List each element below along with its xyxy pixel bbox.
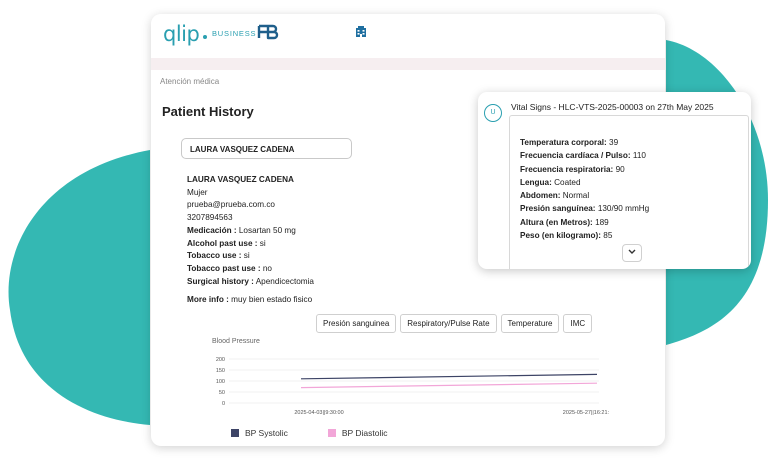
vital-value: 85 xyxy=(603,231,613,241)
logo-dot xyxy=(203,35,207,39)
top-bar: qlip BUSINESS xyxy=(151,14,665,58)
legend-label-systolic: BP Systolic xyxy=(245,428,288,438)
chart-tabs: Presión sanguinea Respiratory/Pulse Rate… xyxy=(316,314,593,333)
expand-button[interactable] xyxy=(622,244,642,262)
y-tick-label: 0 xyxy=(222,401,225,407)
patient-phone: 3207894563 xyxy=(187,213,233,223)
y-tick-label: 200 xyxy=(216,357,225,363)
vital-row: Lengua: Coated xyxy=(520,176,649,189)
legend-item-systolic[interactable]: BP Systolic xyxy=(231,428,288,438)
vital-row: Altura (en Metros): 189 xyxy=(520,216,649,229)
y-tick-label: 100 xyxy=(216,379,225,385)
patient-email: prueba@prueba.com.co xyxy=(187,200,275,210)
vital-label: Peso (en kilogramo): xyxy=(520,231,601,241)
popup-title: Vital Signs - HLC-VTS-2025-00003 on 27th… xyxy=(511,102,714,112)
patient-gender: Mujer xyxy=(187,187,208,197)
patient-info: LAURA VASQUEZ CADENA Mujer prueba@prueba… xyxy=(187,174,314,288)
chevron-down-icon xyxy=(628,249,636,254)
chart-title: Blood Pressure xyxy=(212,338,260,345)
vital-value: 130/90 mmHg xyxy=(597,204,650,214)
building-icon[interactable] xyxy=(355,26,367,38)
header-divider xyxy=(151,58,665,70)
avatar: U xyxy=(484,104,502,122)
business-label: BUSINESS xyxy=(212,29,257,38)
x-tick-label: 2025-04-03||9:30:00 xyxy=(294,410,343,416)
vital-row: Temperatura corporal: 39 xyxy=(520,136,649,149)
surgical-label: Surgical history : xyxy=(187,276,254,286)
vital-signs-card: Temperatura corporal: 39 Frecuencia cardí… xyxy=(509,115,749,269)
tobacco-value: si xyxy=(243,251,250,261)
tobacco-label: Tobacco use : xyxy=(187,251,242,261)
series-line-1 xyxy=(300,382,598,389)
surgical-value: Apendicectomia xyxy=(255,276,314,286)
more-info: More info : muy bien estado fisico xyxy=(187,295,312,304)
tab-imc[interactable]: IMC xyxy=(563,314,593,333)
y-tick-label: 50 xyxy=(219,390,225,396)
vital-row: Frecuencia respiratoria: 90 xyxy=(520,163,649,176)
qlip-logo: qlip xyxy=(163,22,200,46)
medication-value: Losartan 50 mg xyxy=(238,225,296,235)
vital-label: Frecuencia respiratoria: xyxy=(520,164,614,174)
fb-logo-icon xyxy=(257,24,279,40)
medication-label: Medicación : xyxy=(187,225,237,235)
tobacco-past-value: no xyxy=(262,263,272,273)
vital-label: Frecuencia cardíaca / Pulso: xyxy=(520,151,631,161)
vital-signs-popup: U Vital Signs - HLC-VTS-2025-00003 on 27… xyxy=(478,92,751,269)
vital-value: 39 xyxy=(609,138,619,147)
series-line-0 xyxy=(300,373,598,380)
patient-name: LAURA VASQUEZ CADENA xyxy=(187,175,294,184)
vital-label: Temperatura corporal: xyxy=(520,138,607,147)
vital-value: 189 xyxy=(595,217,609,227)
y-tick-label: 150 xyxy=(216,368,225,374)
vital-label: Altura (en Metros): xyxy=(520,217,593,227)
legend-swatch-diastolic xyxy=(327,429,336,437)
page-title: Patient History xyxy=(162,104,254,119)
more-info-value: muy bien estado fisico xyxy=(231,295,313,304)
vital-label: Abdomen: xyxy=(520,191,561,201)
vital-value: Coated xyxy=(554,177,581,187)
blood-pressure-chart: 200 150 100 50 0 2025-04-03||9:30:00 2025-05-2… xyxy=(216,357,609,416)
legend-swatch-systolic xyxy=(231,429,239,437)
vital-row: Abdomen: Normal xyxy=(520,189,649,202)
tobacco-past-label: Tobacco past use : xyxy=(187,263,261,273)
alcohol-label: Alcohol past use : xyxy=(187,238,258,248)
tab-blood-pressure[interactable]: Presión sanguinea xyxy=(316,314,397,333)
x-tick-label: 2025-05-27||16:21:45 xyxy=(563,410,609,416)
vital-row: Peso (en kilogramo): 85 xyxy=(520,229,649,242)
vital-row: Presión sanguínea: 130/90 mmHg xyxy=(520,202,649,215)
tab-respiratory-pulse[interactable]: Respiratory/Pulse Rate xyxy=(400,314,497,333)
alcohol-value: si xyxy=(259,238,266,248)
legend-item-diastolic[interactable]: BP Diastolic xyxy=(327,428,388,438)
vital-value: 110 xyxy=(632,151,646,161)
vital-value: 90 xyxy=(615,164,625,174)
vital-label: Lengua: xyxy=(520,177,552,187)
vital-signs-list: Temperatura corporal: 39 Frecuencia cardí… xyxy=(520,136,649,242)
vital-label: Presión sanguínea: xyxy=(520,204,596,214)
chart-legend: BP Systolic BP Diastolic xyxy=(231,428,388,438)
more-info-label: More info : xyxy=(187,295,229,304)
breadcrumb[interactable]: Atención médica xyxy=(160,77,220,86)
legend-label-diastolic: BP Diastolic xyxy=(341,428,388,438)
vital-value: Normal xyxy=(562,191,590,201)
patient-search-input[interactable]: LAURA VASQUEZ CADENA xyxy=(181,138,352,159)
tab-temperature[interactable]: Temperature xyxy=(500,314,560,333)
vital-row: Frecuencia cardíaca / Pulso: 110 xyxy=(520,149,649,162)
